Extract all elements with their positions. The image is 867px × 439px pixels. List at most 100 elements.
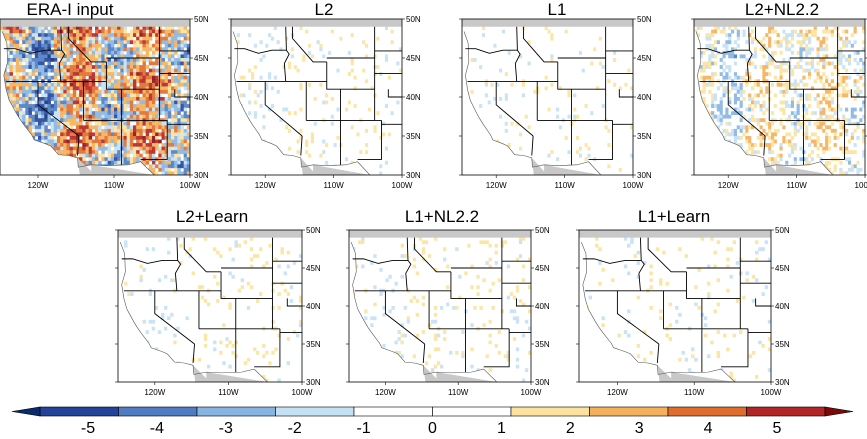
lon-tick-label: 100W (623, 181, 644, 190)
map-panel-7: L1+Learn 50N 45N 40N 35N 30N 120W 110W 100W (576, 207, 790, 397)
lon-tick-label: 100W (292, 388, 313, 397)
lat-tick-label: 35N (194, 132, 209, 141)
lat-tick-label: 35N (406, 132, 421, 141)
panel-title: ERA-I input (27, 0, 114, 19)
state-borders (465, 26, 633, 165)
panel-title: L1+Learn (638, 207, 710, 226)
map-area (231, 19, 402, 175)
lat-tick-label: 50N (775, 226, 790, 235)
lat-tick-label: 35N (637, 132, 652, 141)
mexico-mask (206, 372, 268, 382)
colorbar-label: -5 (81, 420, 95, 437)
map-area (462, 19, 633, 175)
anomaly-field (694, 19, 865, 175)
lon-tick-label: 120W (718, 181, 739, 190)
gulf-mask (193, 365, 210, 382)
mexico-mask (776, 164, 833, 175)
panel-title: L1+NL2.2 (405, 207, 479, 226)
lat-tick-label: 30N (194, 171, 209, 180)
coastline (695, 31, 834, 175)
map-area (579, 230, 771, 382)
colorbar-segment (353, 406, 433, 417)
gulf-mask (531, 157, 548, 175)
lat-tick-label: 40N (775, 302, 790, 311)
lat-tick-label: 30N (306, 378, 321, 387)
mexico-mask (671, 372, 735, 382)
colorbar-arrow-left (11, 406, 41, 417)
lat-tick-label: 30N (775, 378, 790, 387)
colorbar: -5 -4 -3 -2 -1 0 1 2 3 4 5 (11, 406, 854, 437)
ocean (0, 31, 155, 175)
map-area (118, 230, 302, 382)
lat-tick-label: 45N (775, 264, 790, 273)
panel-title: L1 (548, 0, 567, 19)
lon-tick-label: 110W (684, 388, 705, 397)
map-panel-6: L1+NL2.2 50N 45N 40N 35N 30N 120W 110W 100W (346, 207, 550, 397)
colorbar-segment (275, 406, 355, 417)
coastline (581, 242, 736, 382)
panel-title: L2 (315, 0, 334, 19)
map-panel-5: L2+Learn 50N 45N 40N 35N 30N 120W 110W 100W (115, 207, 321, 397)
lat-tick-label: 50N (406, 15, 421, 24)
lat-tick-label: 50N (194, 15, 209, 24)
ocean (118, 242, 268, 382)
state-borders (3, 26, 190, 165)
lat-tick-label: 50N (306, 226, 321, 235)
lon-tick-label: 120W (255, 181, 276, 190)
lat-tick-label: 30N (637, 171, 652, 180)
map-panel-2: L2 50N 45N 40N 35N 30N 120W 110W 100W (228, 0, 421, 190)
colorbar-label: -1 (356, 420, 370, 437)
lat-tick-label: 40N (306, 302, 321, 311)
lon-tick-label: 110W (448, 388, 469, 397)
state-borders (121, 237, 302, 373)
map-panel-1: ERA-I input 50N 45N 40N 35N 30N 120W 110W 100W (0, 0, 209, 190)
colorbar-label: 2 (566, 420, 575, 437)
panel-title: L2+NL2.2 (745, 0, 819, 19)
canada-mask (462, 19, 633, 27)
lon-tick-label: 120W (375, 388, 396, 397)
ocean (462, 31, 601, 175)
gulf-mask (77, 157, 95, 175)
panel-title: L2+Learn (176, 207, 248, 226)
lon-tick-label: 110W (323, 181, 344, 190)
map-panel-3: L1 50N 45N 40N 35N 30N 120W 110W 100W (459, 0, 652, 190)
ocean (349, 242, 497, 382)
gulf-mask (300, 157, 317, 175)
canada-mask (579, 230, 771, 238)
gulf-mask (423, 365, 440, 382)
lon-tick-label: 110W (104, 181, 125, 190)
canada-mask (118, 230, 302, 238)
mexico-mask (313, 164, 370, 175)
colorbar-segment (118, 406, 198, 417)
colorbar-label: 5 (773, 420, 782, 437)
lat-tick-label: 30N (406, 171, 421, 180)
lon-tick-label: 120W (607, 388, 628, 397)
map-area (349, 230, 531, 382)
colorbar-label: -4 (150, 420, 164, 437)
lat-tick-label: 35N (535, 340, 550, 349)
state-borders (582, 237, 771, 373)
coastline (232, 31, 371, 175)
canada-mask (349, 230, 531, 238)
mexico-mask (436, 372, 497, 382)
lon-tick-label: 110W (218, 388, 239, 397)
lat-tick-label: 40N (535, 302, 550, 311)
lon-tick-label: 110W (554, 181, 575, 190)
colorbar-label: 1 (497, 420, 506, 437)
map-area (0, 19, 190, 175)
lat-tick-label: 40N (194, 93, 209, 102)
lon-tick-label: 110W (786, 181, 807, 190)
gulf-mask (763, 157, 780, 175)
colorbar-arrow-right (824, 406, 854, 417)
state-borders (352, 237, 531, 373)
colorbar-segment (510, 406, 590, 417)
lat-tick-label: 50N (535, 226, 550, 235)
lon-tick-label: 100W (521, 388, 542, 397)
canada-mask (0, 19, 190, 27)
lat-tick-label: 40N (406, 93, 421, 102)
colorbar-label: 0 (428, 420, 437, 437)
coastline (119, 242, 268, 382)
canada-mask (694, 19, 865, 27)
